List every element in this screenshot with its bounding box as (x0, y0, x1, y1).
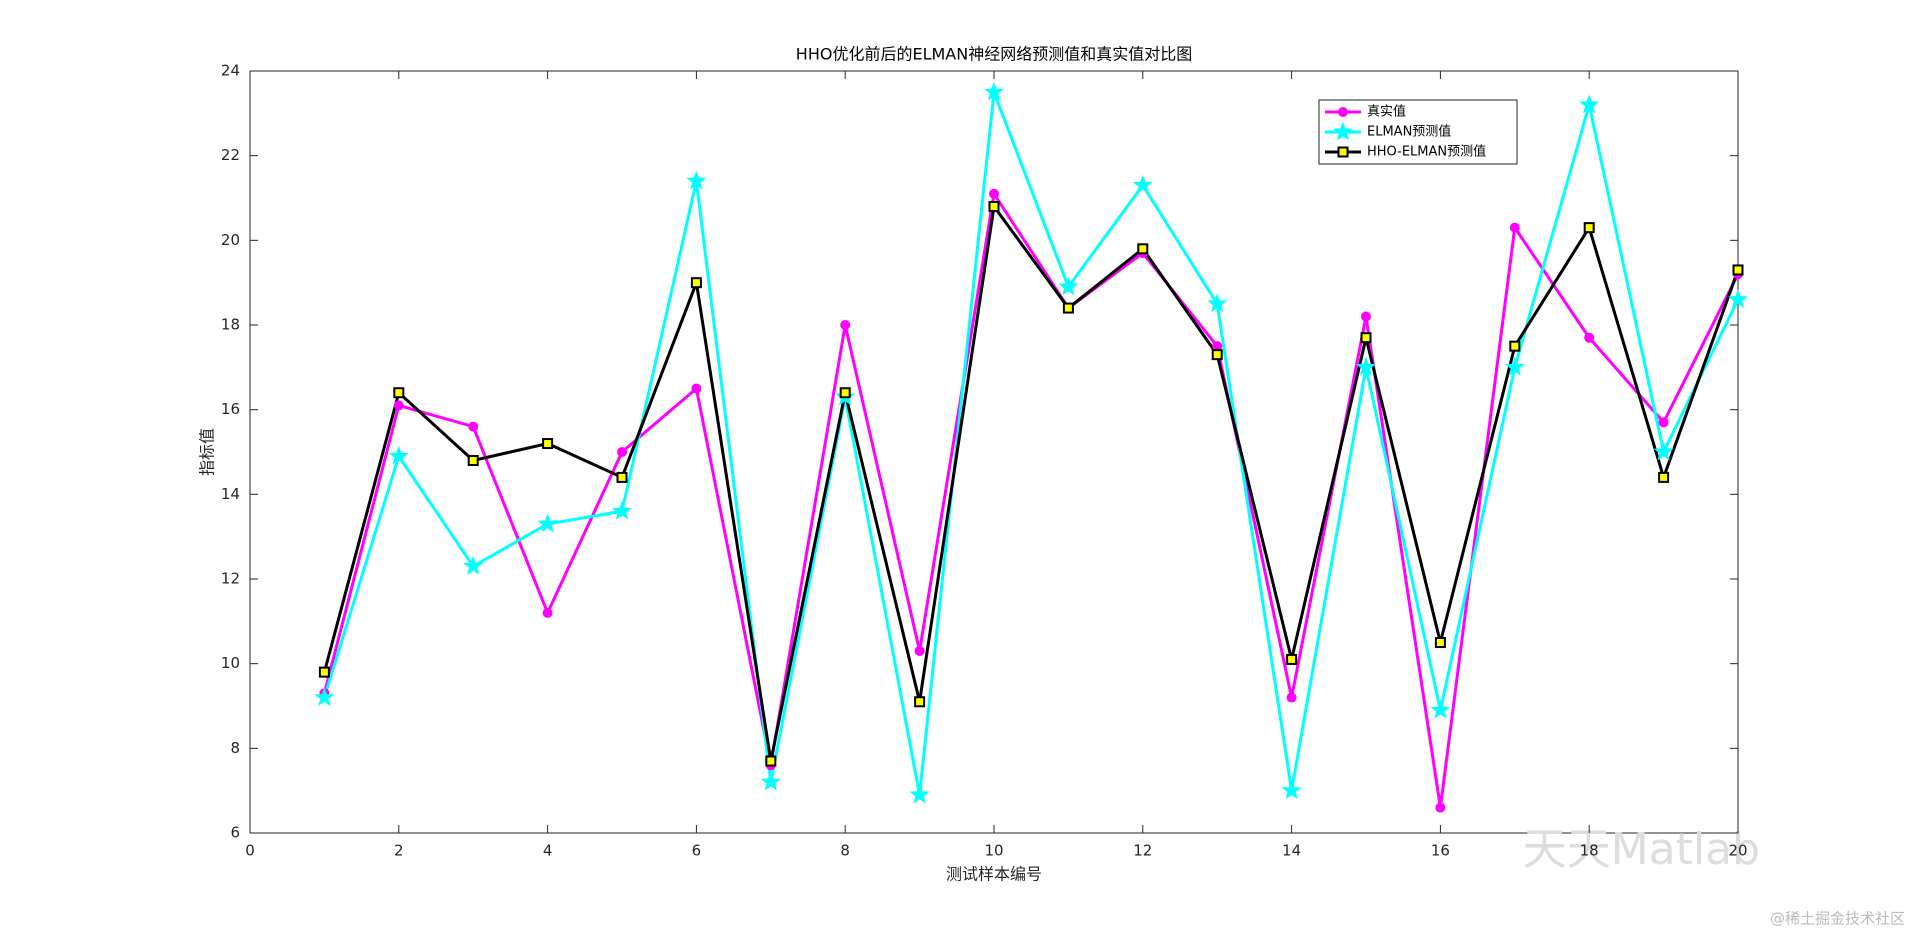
point (691, 383, 702, 394)
point (984, 81, 1004, 101)
x-tick-label: 2 (394, 842, 404, 860)
x-axis-label: 测试样本编号 (946, 865, 1042, 884)
point (914, 645, 925, 656)
y-tick-label: 6 (230, 824, 240, 842)
point (1430, 699, 1451, 719)
point (388, 445, 409, 465)
point (393, 400, 404, 411)
x-tick-label: 18 (1580, 842, 1599, 860)
point (1732, 264, 1744, 276)
series-line (322, 202, 1740, 762)
legend: 真实值 ELMAN预测值 HHO-ELMAN预测值 (1318, 99, 1518, 165)
point (1658, 471, 1670, 483)
point (1360, 332, 1372, 344)
point (690, 277, 702, 289)
y-tick-label: 22 (221, 146, 240, 164)
legend-label: ELMAN预测值 (1367, 124, 1451, 140)
legend-marker (1338, 107, 1348, 117)
x-tick-label: 14 (1282, 842, 1301, 860)
point (914, 696, 926, 708)
point (537, 513, 558, 533)
point (467, 454, 479, 466)
point (1137, 243, 1149, 255)
point (1062, 302, 1074, 314)
point (1435, 802, 1446, 813)
point (1286, 653, 1298, 665)
watermark: 天天Matlab (1523, 824, 1760, 875)
point (1584, 332, 1595, 343)
point (1509, 222, 1520, 233)
point (1207, 293, 1228, 313)
point (542, 438, 554, 450)
y-tick-label: 18 (221, 316, 240, 334)
legend-marker (1337, 146, 1349, 158)
y-tick-label: 14 (221, 485, 240, 503)
point (1653, 441, 1674, 461)
y-tick-label: 20 (221, 231, 240, 249)
x-tick-label: 8 (840, 842, 850, 860)
series-line (322, 189, 1740, 808)
point (612, 500, 632, 520)
point (1132, 174, 1153, 194)
point (1583, 222, 1595, 234)
x-tick-label: 10 (984, 842, 1003, 860)
legend-label: 真实值 (1367, 104, 1406, 120)
y-tick-label: 12 (221, 570, 240, 588)
point (463, 555, 484, 575)
point (617, 447, 627, 457)
y-axis-label: 指标值 (198, 428, 217, 476)
x-tick-label: 4 (543, 842, 553, 860)
point (760, 771, 781, 791)
point (468, 421, 479, 432)
y-tick-label: 24 (221, 62, 240, 80)
point (989, 188, 999, 199)
watermark: @稀土掘金技术社区 (1770, 910, 1905, 928)
x-tick-label: 6 (692, 842, 702, 860)
plot-area (249, 70, 1739, 834)
point (1281, 780, 1302, 800)
point (318, 666, 330, 678)
point (686, 170, 707, 190)
point (840, 320, 851, 330)
legend-marker (1333, 121, 1353, 141)
point (1361, 311, 1371, 322)
legend-label: HHO-ELMAN预测值 (1367, 144, 1486, 160)
y-tick-label: 8 (230, 739, 240, 757)
chart-title: HHO优化前后的ELMAN神经网络预测值和真实值对比图 (796, 45, 1192, 64)
point (1579, 94, 1600, 114)
point (1658, 417, 1669, 428)
point (1211, 349, 1223, 361)
point (542, 607, 553, 618)
point (1286, 692, 1297, 703)
y-tick-label: 16 (221, 400, 240, 418)
point (314, 687, 335, 706)
x-tick-label: 0 (245, 842, 255, 860)
x-tick-label: 12 (1133, 842, 1152, 860)
point (1058, 276, 1079, 296)
point (765, 755, 777, 767)
point (393, 387, 405, 399)
y-tick-label: 10 (221, 654, 240, 672)
series-line (322, 91, 1740, 796)
point (1356, 356, 1376, 376)
point (839, 387, 851, 399)
point (988, 200, 1000, 212)
point (909, 784, 930, 804)
point (1434, 637, 1446, 648)
point (1509, 340, 1521, 352)
point (616, 471, 628, 483)
x-tick-label: 16 (1431, 842, 1450, 860)
x-tick-label: 20 (1728, 842, 1747, 860)
point (1504, 356, 1525, 376)
point (1728, 289, 1748, 309)
